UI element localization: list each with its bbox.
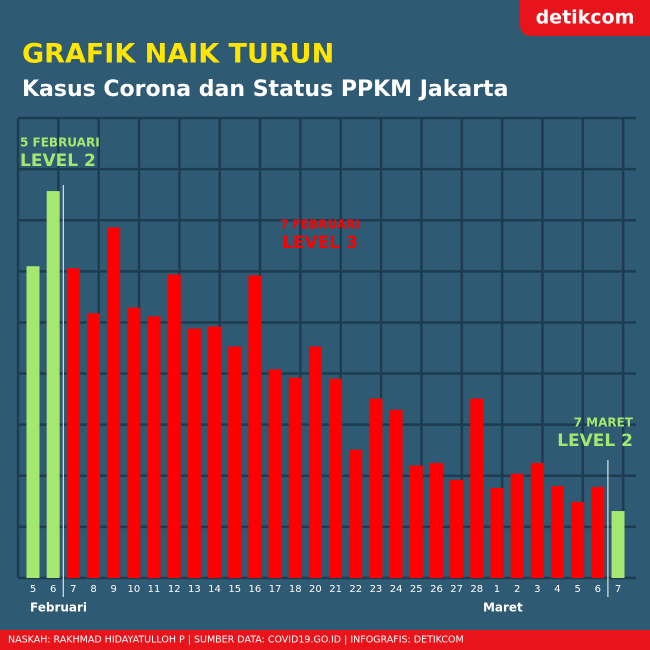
logo-badge bbox=[520, 0, 650, 36]
x-tick-label: 5 bbox=[30, 584, 36, 595]
bar bbox=[127, 307, 141, 578]
bar bbox=[288, 377, 302, 578]
x-tick-label: 3 bbox=[534, 584, 540, 595]
bar bbox=[389, 409, 403, 578]
bar bbox=[510, 473, 524, 578]
x-tick-label: 13 bbox=[188, 584, 201, 595]
x-tick-label: 28 bbox=[470, 584, 483, 595]
x-tick-label: 12 bbox=[168, 584, 181, 595]
bars bbox=[26, 191, 625, 579]
annotation-date: 7 FEBRUARI bbox=[280, 218, 360, 232]
x-tick-label: 4 bbox=[554, 584, 560, 595]
chart-title: GRAFIK NAIK TURUN bbox=[22, 39, 334, 70]
x-tick-label: 5 bbox=[574, 584, 580, 595]
bar bbox=[26, 266, 40, 578]
bar bbox=[308, 346, 322, 578]
bar bbox=[470, 398, 484, 578]
bar bbox=[409, 465, 423, 578]
bar bbox=[349, 449, 363, 578]
bar bbox=[147, 316, 161, 578]
annotation-date: 5 FEBRUARI bbox=[20, 136, 100, 150]
annotation-level: LEVEL 3 bbox=[282, 233, 358, 253]
bar bbox=[167, 274, 181, 578]
bar bbox=[611, 511, 625, 578]
bar bbox=[429, 463, 443, 578]
bar bbox=[107, 227, 121, 578]
x-tick-label: 25 bbox=[410, 584, 423, 595]
x-tick-label: 16 bbox=[249, 584, 262, 595]
bar bbox=[187, 328, 201, 578]
bar bbox=[87, 313, 101, 578]
bar bbox=[530, 463, 544, 578]
chart-subtitle: Kasus Corona dan Status PPKM Jakarta bbox=[22, 77, 508, 102]
x-tick-label: 1 bbox=[494, 584, 500, 595]
bar bbox=[228, 346, 242, 578]
bar bbox=[66, 268, 80, 578]
bar bbox=[571, 501, 585, 578]
x-tick-label: 6 bbox=[595, 584, 601, 595]
x-tick-label: 10 bbox=[127, 584, 140, 595]
bar bbox=[369, 398, 383, 578]
source: NASKAH: RAKHMAD HIDAYATULLOH P | SUMBER … bbox=[8, 635, 464, 646]
annotation-level: LEVEL 2 bbox=[557, 431, 633, 451]
annotation-level: LEVEL 2 bbox=[20, 151, 96, 171]
x-tick-label: 15 bbox=[228, 584, 241, 595]
x-tick-label: 21 bbox=[329, 584, 342, 595]
x-tick-label: 22 bbox=[349, 584, 362, 595]
footer-band bbox=[0, 630, 650, 650]
x-tick-label: 2 bbox=[514, 584, 520, 595]
bar bbox=[550, 486, 564, 578]
x-tick-label: 14 bbox=[208, 584, 221, 595]
x-tick-label: 20 bbox=[309, 584, 322, 595]
x-tick-label: 17 bbox=[269, 584, 282, 595]
month-label: Februari bbox=[30, 601, 87, 615]
bar bbox=[329, 378, 343, 578]
x-tick-label: 7 bbox=[70, 584, 76, 595]
bar bbox=[490, 488, 504, 578]
logo: detikcom bbox=[536, 7, 635, 29]
bar bbox=[208, 326, 222, 578]
month-label: Maret bbox=[483, 601, 523, 615]
annotation-date: 7 MARET bbox=[574, 416, 634, 430]
bar bbox=[591, 487, 605, 578]
x-tick-label: 26 bbox=[430, 584, 443, 595]
bar bbox=[450, 479, 464, 578]
x-tick-label: 8 bbox=[90, 584, 96, 595]
x-tick-label: 23 bbox=[370, 584, 383, 595]
x-tick-label: 24 bbox=[390, 584, 403, 595]
bar bbox=[248, 275, 262, 578]
bar bbox=[46, 191, 60, 579]
x-tick-label: 7 bbox=[615, 584, 621, 595]
x-tick-label: 6 bbox=[50, 584, 56, 595]
x-tick-label: 18 bbox=[289, 584, 302, 595]
x-tick-label: 11 bbox=[148, 584, 161, 595]
x-tick-label: 9 bbox=[111, 584, 117, 595]
bar bbox=[268, 369, 282, 578]
x-tick-label: 27 bbox=[450, 584, 463, 595]
